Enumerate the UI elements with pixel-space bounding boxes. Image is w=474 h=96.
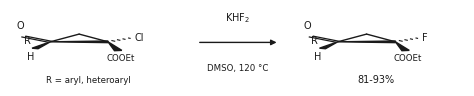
Text: Cl: Cl bbox=[134, 33, 144, 43]
Text: COOEt: COOEt bbox=[106, 54, 135, 63]
Polygon shape bbox=[395, 42, 409, 51]
Polygon shape bbox=[32, 42, 50, 49]
Text: O: O bbox=[304, 22, 311, 31]
Text: O: O bbox=[16, 22, 24, 31]
Text: H: H bbox=[27, 52, 34, 62]
Text: 81-93%: 81-93% bbox=[357, 75, 394, 85]
Text: KHF$_2$: KHF$_2$ bbox=[226, 11, 250, 25]
Text: R: R bbox=[311, 36, 318, 46]
Polygon shape bbox=[319, 42, 338, 49]
Polygon shape bbox=[50, 41, 108, 43]
Text: DMSO, 120 °C: DMSO, 120 °C bbox=[207, 64, 269, 73]
Text: COOEt: COOEt bbox=[394, 54, 422, 63]
Text: R = aryl, heteroaryl: R = aryl, heteroaryl bbox=[46, 76, 131, 85]
Polygon shape bbox=[108, 42, 122, 51]
Text: F: F bbox=[421, 33, 427, 43]
Text: R: R bbox=[24, 36, 30, 46]
Polygon shape bbox=[338, 41, 395, 43]
Text: H: H bbox=[314, 52, 321, 62]
